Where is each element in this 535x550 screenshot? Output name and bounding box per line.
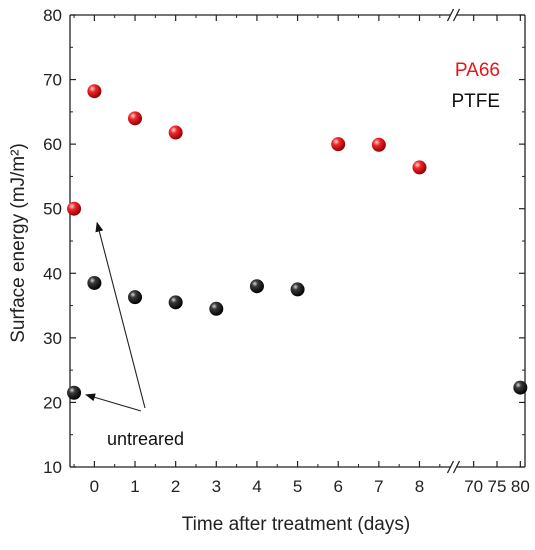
- x-axis-ticks: 0 1 2 3 4 5 6 7 8 70 75 80: [73, 15, 530, 496]
- data-point-pa66: [331, 137, 346, 152]
- data-point-pa66: [412, 160, 427, 175]
- legend-entry-pa66: PA66: [455, 60, 500, 81]
- x-tick-label: 80: [511, 477, 530, 496]
- legend: PA66 PTFE: [451, 60, 500, 112]
- x-axis-break-mark: [446, 460, 461, 474]
- annotation-group: untreared: [85, 221, 184, 449]
- x-tick-label: 0: [90, 477, 99, 496]
- annotation-arrow-ptfe: [85, 393, 142, 412]
- data-points: [67, 84, 528, 400]
- legend-entry-ptfe: PTFE: [451, 91, 500, 112]
- data-point-pa66: [87, 84, 102, 99]
- data-point-ptfe: [513, 380, 528, 395]
- data-point-pa66: [168, 125, 183, 140]
- data-point-ptfe: [67, 385, 82, 400]
- y-tick-label: 70: [43, 71, 62, 90]
- y-tick-label: 50: [43, 200, 62, 219]
- x-tick-label: 1: [130, 477, 139, 496]
- x-tick-label: 8: [415, 477, 424, 496]
- x-tick-label: 3: [212, 477, 221, 496]
- x-tick-label: 2: [171, 477, 180, 496]
- y-axis-ticks: 10 20 30 40 50 60 70 80: [43, 6, 525, 477]
- data-point-ptfe: [290, 282, 305, 297]
- x-tick-label: 7: [374, 477, 383, 496]
- y-axis-title: Surface energy (mJ/m²): [8, 143, 29, 343]
- y-tick-label: 60: [43, 135, 62, 154]
- annotation-arrow-pa66: [95, 221, 146, 409]
- data-point-pa66: [128, 111, 143, 126]
- data-point-pa66: [67, 201, 82, 216]
- annotation-label: untreared: [107, 429, 184, 449]
- x-tick-label: 5: [293, 477, 302, 496]
- x-axis-title: Time after treatment (days): [182, 514, 410, 535]
- x-tick-label: 70: [464, 477, 483, 496]
- y-tick-label: 80: [43, 6, 62, 25]
- data-point-ptfe: [128, 290, 143, 305]
- data-point-pa66: [371, 137, 386, 152]
- x-tick-label: 4: [252, 477, 261, 496]
- top-axis-break-mark: [446, 8, 461, 22]
- x-tick-label: 6: [333, 477, 342, 496]
- data-point-ptfe: [249, 279, 264, 294]
- y-tick-label: 30: [43, 329, 62, 348]
- x-tick-label: 75: [488, 477, 507, 496]
- y-tick-label: 40: [43, 264, 62, 283]
- y-tick-label: 20: [43, 393, 62, 412]
- data-point-ptfe: [87, 275, 102, 290]
- y-tick-label: 10: [43, 458, 62, 477]
- data-point-ptfe: [209, 301, 224, 316]
- data-point-ptfe: [168, 295, 183, 310]
